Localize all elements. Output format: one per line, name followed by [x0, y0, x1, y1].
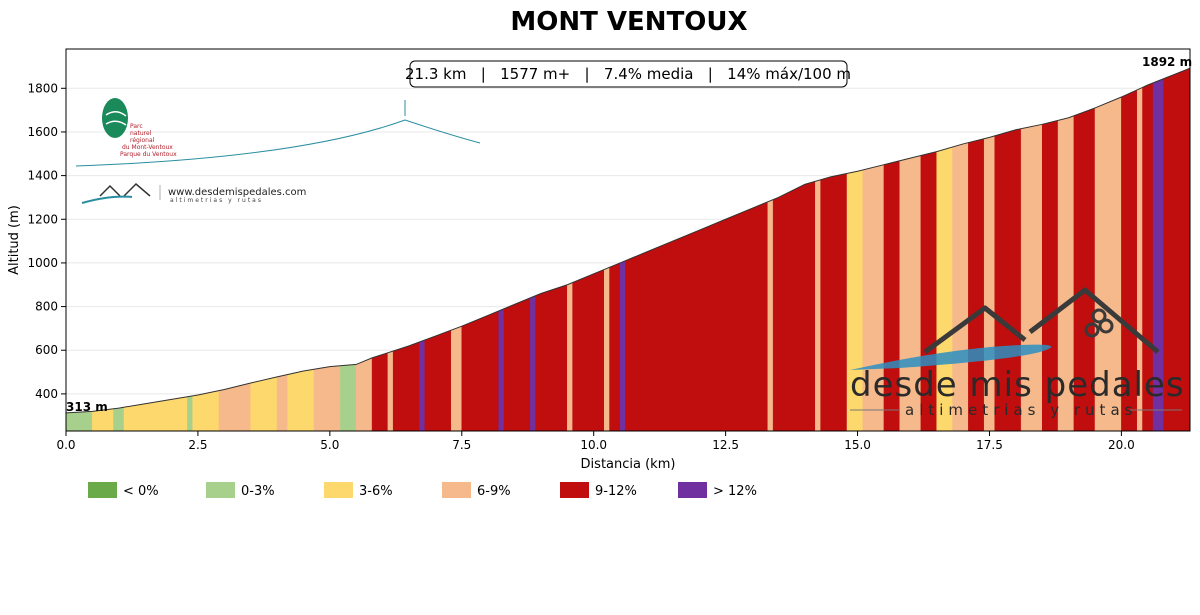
gradient-segment: [187, 395, 193, 432]
gradient-segment: [572, 269, 605, 432]
gradient-segment: [113, 406, 125, 432]
gradient-segment: [820, 173, 848, 432]
watermark-sub-text: altimetrias y rutas: [905, 401, 1137, 419]
small-site-logo: www.desdemispedales.com altimetrias y ru…: [81, 182, 306, 204]
x-tick-label: 20.0: [1108, 438, 1135, 452]
legend-swatch: [206, 482, 235, 498]
legend-swatch: [678, 482, 707, 498]
gradient-segment: [767, 199, 774, 432]
gradient-segment: [815, 179, 821, 432]
gradient-segment: [535, 284, 568, 432]
site-url-sub: altimetrias y rutas: [170, 197, 263, 204]
gradient-segment: [371, 352, 389, 432]
gradient-segment: [313, 365, 341, 432]
y-tick-label: 1400: [27, 169, 58, 183]
y-tick-label: 400: [35, 387, 58, 401]
legend-label: < 0%: [123, 484, 159, 499]
site-url: www.desdemispedales.com: [168, 187, 306, 198]
legend-label: 3-6%: [359, 484, 393, 499]
x-tick-label: 5.0: [320, 438, 339, 452]
y-tick-label: 1600: [27, 125, 58, 139]
legend-label: 0-3%: [241, 484, 275, 499]
plot-frame: [65, 48, 1191, 432]
gradient-segment: [450, 325, 463, 432]
gradient-segment: [503, 297, 531, 432]
legend-label: 6-9%: [477, 484, 511, 499]
x-tick-label: 12.5: [712, 438, 739, 452]
x-tick-label: 10.0: [580, 438, 607, 452]
y-axis-label: Altitud (m): [7, 205, 22, 275]
y-tick-label: 1200: [27, 212, 58, 226]
x-axis-ticks: 0.0 2.5 5.0 7.5 10.0 12.5 15.0 17.5 20.0: [56, 431, 1135, 452]
y-axis-ticks: 400 600 800 1000 1200 1400 1600 1800: [27, 81, 66, 401]
gradient-segment: [218, 382, 251, 432]
end-altitude-label: 1892 m: [1142, 55, 1192, 69]
gradient-segment: [276, 374, 288, 432]
x-axis-label: Distancia (km): [581, 457, 676, 472]
legend-label: > 12%: [713, 484, 757, 499]
legend-swatch: [324, 482, 353, 498]
chart-title: MONT VENTOUX: [510, 7, 747, 37]
park-logo-line: naturel: [130, 130, 152, 137]
gradient-segment: [424, 329, 452, 432]
park-logo-line: Parque du Ventoux: [120, 151, 177, 158]
gradient-segment: [567, 282, 573, 432]
stats-text: 21.3 km | 1577 m+ | 7.4% media | 14% máx…: [405, 65, 851, 83]
legend: < 0% 0-3% 3-6% 6-9% 9-12% > 12%: [88, 482, 757, 499]
park-logo-line: régional: [130, 137, 155, 144]
mini-profile-icon: [75, 119, 481, 167]
gradient-segment: [355, 357, 373, 432]
y-tick-label: 1800: [27, 81, 58, 95]
legend-swatch: [442, 482, 471, 498]
legend-swatch: [88, 482, 117, 498]
gradient-segment: [530, 295, 536, 432]
x-tick-label: 0.0: [56, 438, 75, 452]
gradient-segment: [419, 339, 426, 432]
y-tick-label: 1000: [27, 256, 58, 270]
gradient-segment: [604, 266, 610, 432]
x-tick-label: 15.0: [844, 438, 871, 452]
gradient-segment: [772, 180, 816, 432]
watermark-logo: desde mis pedales altimetrias y rutas: [850, 287, 1185, 419]
gradient-segment: [250, 376, 278, 432]
start-altitude-label: 313 m: [66, 400, 108, 414]
y-tick-label: 800: [35, 300, 58, 314]
gradient-segment: [498, 308, 505, 432]
legend-swatch: [560, 482, 589, 498]
x-tick-label: 17.5: [976, 438, 1003, 452]
x-tick-label: 7.5: [452, 438, 471, 452]
gradient-segment: [387, 350, 394, 432]
gradient-segment: [392, 341, 420, 432]
park-logo-line: du Mont-Ventoux: [122, 144, 173, 151]
gradient-segment: [287, 368, 315, 432]
gradient-segment: [461, 310, 499, 432]
y-tick-label: 600: [35, 343, 58, 357]
profile-line: [65, 67, 1191, 414]
gradient-segment: [609, 262, 621, 432]
park-logo-line: Parc: [130, 123, 143, 130]
stats-box: [409, 60, 848, 88]
watermark-main-text: desde mis pedales: [850, 365, 1185, 405]
gradient-segment: [65, 411, 93, 432]
legend-label: 9-12%: [595, 484, 637, 499]
gradient-segment: [340, 364, 357, 432]
gradient-segment: [619, 260, 626, 432]
x-tick-label: 2.5: [188, 438, 207, 452]
gradient-segment: [192, 390, 220, 432]
park-logo: Parc naturel régional du Mont-Ventoux Pa…: [102, 98, 177, 158]
